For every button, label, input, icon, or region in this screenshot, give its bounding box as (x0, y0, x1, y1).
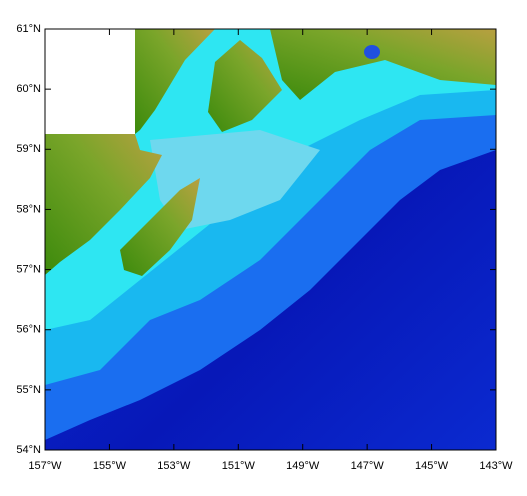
map-image (45, 29, 496, 450)
y-tick-label: 55°N (16, 384, 41, 396)
y-tick-label: 56°N (16, 324, 41, 336)
x-tick-label: 149°W (286, 460, 320, 472)
x-tick-label: 151°W (222, 460, 256, 472)
x-tick-label: 157°W (28, 460, 62, 472)
y-tick-label: 58°N (16, 203, 41, 215)
plot-frame (44, 28, 497, 451)
y-tick-label: 61°N (16, 23, 41, 35)
x-tick-label: 143°W (479, 460, 513, 472)
x-tick-label: 147°W (351, 460, 385, 472)
y-tick-label: 59°N (16, 143, 41, 155)
x-tick-label: 155°W (93, 460, 127, 472)
x-tick-label: 145°W (415, 460, 449, 472)
y-tick-label: 54°N (16, 444, 41, 456)
x-tick-label: 153°W (157, 460, 191, 472)
y-tick-label: 60°N (16, 83, 41, 95)
y-tick-label: 57°N (16, 263, 41, 275)
